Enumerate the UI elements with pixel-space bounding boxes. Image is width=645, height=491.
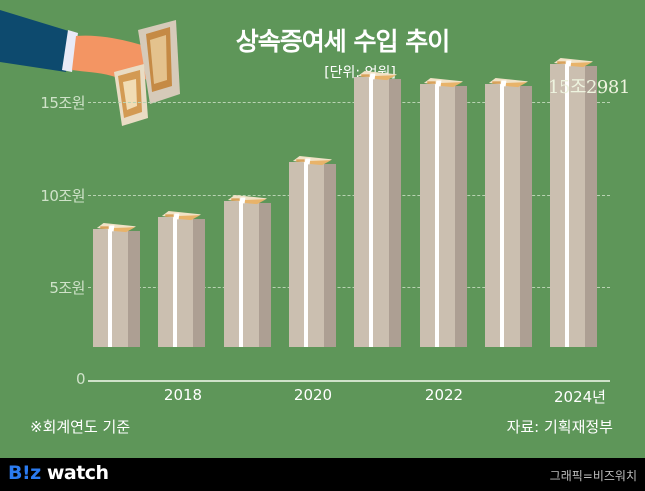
bar-2023 — [484, 74, 532, 347]
logo-biz: B!z — [8, 462, 41, 484]
bar-2022 — [419, 74, 467, 347]
value-label-2024: 15조2981 — [548, 77, 630, 98]
gridline-15 — [88, 102, 610, 103]
y-tick-15: 15조원 — [40, 94, 85, 112]
bar-2020 — [288, 152, 336, 347]
x-label-2024: 2024년 — [554, 388, 606, 406]
bar-2019 — [223, 191, 271, 347]
footnote: ※회계연도 기준 — [30, 418, 131, 436]
y-tick-10: 10조원 — [40, 187, 85, 205]
source-note: 자료: 기획재정부 — [506, 418, 613, 436]
y-tick-0: 0 — [75, 370, 86, 388]
bar-2024 — [550, 54, 598, 347]
x-axis-line — [88, 380, 610, 382]
graphic-credit: 그래픽=비즈워치 — [549, 469, 637, 483]
logo-watch: watch — [40, 462, 109, 484]
hand-holding-money-icon — [0, 10, 180, 126]
y-tick-5: 5조원 — [49, 279, 85, 297]
bar-2018 — [158, 207, 206, 347]
chart-canvas: 상속증여세 수입 추이 [단위: 억원] 15조원 10조원 5조원 0 15조… — [0, 10, 631, 436]
bizwatch-logo: B!z watch — [8, 462, 109, 484]
x-label-2018: 2018 — [163, 386, 203, 404]
chart-title: 상속증여세 수입 추이 — [235, 27, 450, 56]
gridline-5 — [88, 287, 610, 288]
bar-2021 — [354, 67, 402, 347]
x-label-2022: 2022 — [424, 386, 464, 404]
footer-bar: B!z watch 그래픽=비즈워치 — [0, 458, 645, 491]
x-label-2020: 2020 — [293, 386, 333, 404]
bar-2017 — [93, 219, 140, 347]
gridline-10 — [88, 195, 610, 196]
